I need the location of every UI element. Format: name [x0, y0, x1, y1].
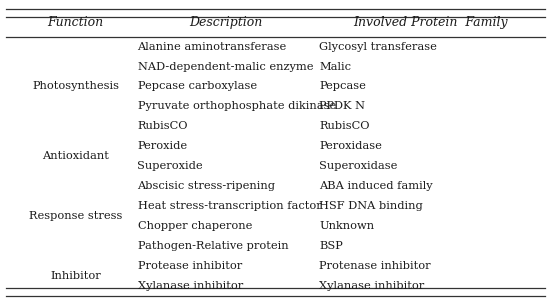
- Text: Antioxidant: Antioxidant: [42, 151, 109, 161]
- Text: Photosynthesis: Photosynthesis: [32, 81, 119, 92]
- Text: Pyruvate orthophosphate dikinase: Pyruvate orthophosphate dikinase: [138, 101, 336, 111]
- Text: Xylanase inhibitor: Xylanase inhibitor: [138, 281, 243, 291]
- Text: Xylanase inhibitor: Xylanase inhibitor: [319, 281, 424, 291]
- Text: BSP: BSP: [319, 241, 343, 251]
- Text: Protenase inhibitor: Protenase inhibitor: [319, 261, 431, 271]
- Text: PPDK N: PPDK N: [319, 101, 365, 111]
- Text: Glycosyl transferase: Glycosyl transferase: [319, 41, 437, 52]
- Text: Alanine aminotransferase: Alanine aminotransferase: [138, 41, 287, 52]
- Text: Chopper chaperone: Chopper chaperone: [138, 221, 252, 231]
- Text: Unknown: Unknown: [319, 221, 374, 231]
- Text: HSF DNA binding: HSF DNA binding: [319, 201, 423, 211]
- Text: RubisCO: RubisCO: [138, 121, 188, 131]
- Text: Description: Description: [189, 16, 262, 29]
- Text: Malic: Malic: [319, 62, 351, 71]
- Text: Superoxidase: Superoxidase: [319, 161, 397, 171]
- Text: RubisCO: RubisCO: [319, 121, 370, 131]
- Text: Inhibitor: Inhibitor: [50, 271, 101, 281]
- Text: Pathogen-Relative protein: Pathogen-Relative protein: [138, 241, 288, 251]
- Text: Peroxide: Peroxide: [138, 141, 188, 151]
- Text: Abscisic stress-ripening: Abscisic stress-ripening: [138, 181, 276, 191]
- Text: Function: Function: [47, 16, 104, 29]
- Text: Pepcase carboxylase: Pepcase carboxylase: [138, 81, 257, 92]
- Text: Peroxidase: Peroxidase: [319, 141, 382, 151]
- Text: NAD-dependent-malic enzyme: NAD-dependent-malic enzyme: [138, 62, 313, 71]
- Text: Protease inhibitor: Protease inhibitor: [138, 261, 242, 271]
- Text: Involved Protein  Family: Involved Protein Family: [353, 16, 508, 29]
- Text: Heat stress-transcription factor: Heat stress-transcription factor: [138, 201, 321, 211]
- Text: Response stress: Response stress: [29, 211, 122, 221]
- Text: ABA induced family: ABA induced family: [319, 181, 433, 191]
- Text: Pepcase: Pepcase: [319, 81, 366, 92]
- Text: Superoxide: Superoxide: [138, 161, 203, 171]
